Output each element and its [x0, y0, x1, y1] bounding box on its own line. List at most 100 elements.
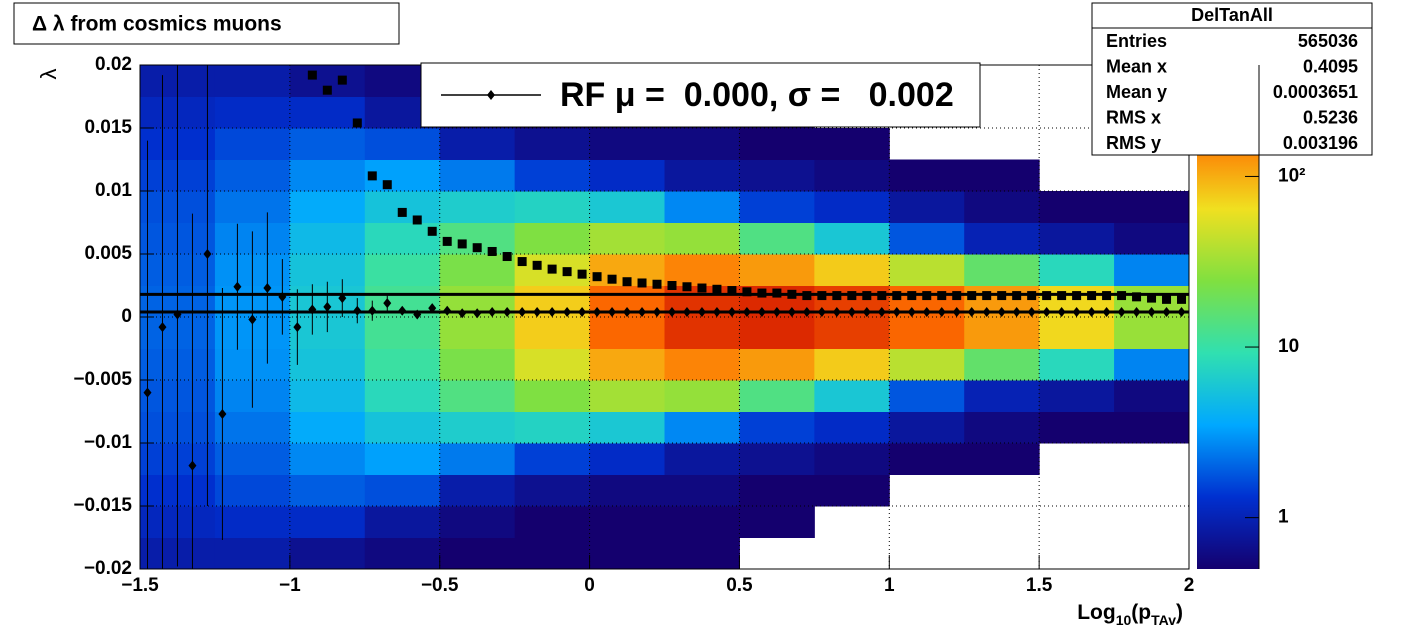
heatmap-cell	[514, 191, 591, 223]
square-marker	[1177, 294, 1187, 304]
square-marker	[322, 85, 332, 95]
square-marker	[727, 286, 737, 296]
legend-marker	[487, 90, 495, 100]
square-marker	[802, 291, 812, 301]
heatmap-cell	[664, 254, 740, 286]
heatmap-cell	[289, 128, 366, 160]
stats-value: 0.003196	[1283, 133, 1358, 153]
diamond-marker	[458, 308, 467, 319]
diamond-marker	[533, 306, 542, 317]
square-marker	[397, 207, 407, 217]
diamond-marker	[1177, 306, 1186, 317]
heatmap-cell	[664, 537, 740, 570]
heatmap-cell	[1114, 191, 1190, 223]
square-marker	[427, 226, 437, 236]
x-tick-label: 1	[884, 575, 895, 596]
stats-value: 0.4095	[1303, 56, 1358, 76]
heatmap-cell	[214, 191, 291, 223]
square-marker	[367, 171, 377, 181]
heatmap-cell	[439, 537, 516, 570]
square-marker	[787, 289, 797, 299]
y-tick-label: 0.015	[84, 117, 132, 138]
heatmap-cell	[964, 222, 1040, 255]
heatmap-cell	[664, 191, 740, 223]
heatmap-cell	[514, 443, 591, 475]
heatmap-cell	[1114, 317, 1190, 349]
heatmap-cell	[214, 128, 291, 160]
heatmap-cell	[814, 254, 890, 286]
square-marker	[442, 236, 452, 246]
stats-value: 0.0003651	[1273, 82, 1358, 102]
square-marker	[1102, 291, 1112, 301]
heatmap-cell	[664, 506, 740, 538]
diamond-marker	[1027, 306, 1036, 317]
diamond-marker	[982, 306, 991, 317]
heatmap-cell	[1039, 222, 1115, 255]
diamond-marker	[218, 409, 227, 420]
square-marker	[562, 267, 572, 277]
square-marker	[952, 291, 962, 301]
diamond-marker	[263, 283, 272, 294]
heatmap-cell	[964, 411, 1040, 444]
heatmap-cell	[514, 474, 591, 507]
heatmap-cell	[289, 96, 366, 129]
diamond-marker	[398, 305, 407, 316]
y-tick-label: −0.02	[84, 558, 132, 579]
square-marker	[772, 288, 782, 298]
diamond-marker	[922, 306, 931, 317]
heatmap-cell	[889, 222, 965, 255]
heatmap-cell	[589, 443, 665, 475]
diamond-marker	[1042, 306, 1051, 317]
chart-title: Δ λ from cosmics muons	[32, 13, 282, 36]
heatmap-cell	[664, 443, 740, 475]
x-tick-label: 1.5	[1026, 575, 1053, 596]
diamond-marker	[742, 306, 751, 317]
colorbar-tick-label: 10	[1278, 336, 1299, 357]
heatmap-cell	[1114, 411, 1190, 444]
diamond-marker	[1132, 306, 1141, 317]
diamond-marker	[233, 281, 242, 292]
diamond-marker	[653, 306, 662, 317]
diamond-marker	[712, 306, 721, 317]
diamond-marker	[1057, 306, 1066, 317]
diamond-marker	[847, 306, 856, 317]
heatmap-cell	[439, 380, 516, 412]
diamond-marker	[832, 306, 841, 317]
diamond-marker	[338, 293, 347, 304]
square-marker	[1012, 291, 1022, 301]
square-marker	[517, 257, 527, 267]
square-marker	[697, 283, 707, 293]
heatmap-cell	[289, 348, 366, 381]
diamond-marker	[248, 314, 257, 325]
square-marker	[832, 291, 842, 301]
heatmap-cell	[739, 254, 815, 286]
heatmap-cell	[739, 348, 815, 381]
diamond-marker	[997, 306, 1006, 317]
heatmap-cell	[214, 159, 291, 192]
heatmap-cell	[964, 159, 1040, 192]
square-marker	[712, 284, 722, 294]
diamond-marker	[158, 322, 167, 333]
x-tick-label: −1.5	[121, 575, 159, 596]
heatmap-cell	[514, 380, 591, 412]
heatmap-cell	[889, 348, 965, 381]
heatmap-cell	[214, 65, 291, 97]
heatmap-cell	[964, 443, 1040, 475]
diamond-marker	[623, 306, 632, 317]
heatmap-cell	[514, 317, 591, 349]
heatmap-cell	[889, 159, 965, 192]
heatmap-cell	[289, 537, 366, 570]
diamond-marker	[802, 306, 811, 317]
heatmap-cell	[439, 443, 516, 475]
heatmap-cell	[514, 222, 591, 255]
heatmap-cell	[364, 348, 441, 381]
heatmap-cell	[889, 254, 965, 286]
x-axis-label: Log10(pTAv)	[1077, 601, 1183, 628]
heatmap-cell	[739, 191, 815, 223]
heatmap-cell	[889, 411, 965, 444]
heatmap-cell	[814, 348, 890, 381]
diamond-marker	[817, 306, 826, 317]
diamond-marker	[667, 306, 676, 317]
heatmap-cell	[589, 191, 665, 223]
